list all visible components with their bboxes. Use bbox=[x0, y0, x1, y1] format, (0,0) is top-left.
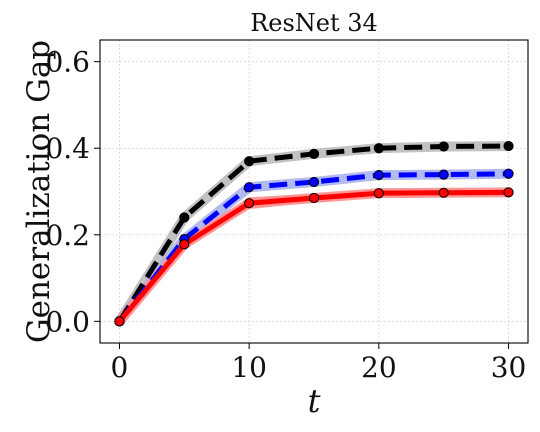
series-0-point bbox=[438, 141, 449, 152]
x-tick-label: 0 bbox=[111, 351, 129, 384]
series-0-point bbox=[503, 140, 514, 152]
x-tick-label: 30 bbox=[491, 351, 527, 384]
series-2-point bbox=[308, 192, 320, 204]
series-2-halo bbox=[114, 187, 514, 327]
series-0-point bbox=[244, 156, 255, 167]
series-2-point bbox=[503, 187, 514, 198]
series-2-point bbox=[114, 316, 125, 327]
axis-ticks: 0 10 20 30 0.0 0.2 0.4 0.6 bbox=[45, 46, 526, 384]
series-markers bbox=[114, 140, 514, 327]
series-1-point bbox=[438, 169, 449, 180]
series-1-point bbox=[503, 168, 514, 179]
plot-area-frame bbox=[99, 39, 529, 344]
series-0-point bbox=[308, 148, 320, 159]
series-2-point bbox=[373, 188, 384, 199]
series-0-point bbox=[373, 143, 384, 154]
y-tick-label: 0.4 bbox=[45, 132, 90, 165]
x-axis-label: t bbox=[308, 382, 321, 420]
series-0-point bbox=[179, 212, 190, 223]
y-tick-label: 0.0 bbox=[45, 305, 90, 338]
error-bands bbox=[114, 141, 514, 327]
x-tick-label: 10 bbox=[231, 351, 267, 384]
series-2-point bbox=[244, 198, 255, 209]
series-1-point bbox=[308, 176, 320, 188]
y-tick-label: 0.2 bbox=[45, 219, 90, 252]
chart-title: ResNet 34 bbox=[250, 9, 378, 37]
y-axis-label: Generalization Gap bbox=[21, 40, 57, 343]
series-2-point bbox=[179, 239, 190, 250]
series-2-point bbox=[438, 187, 449, 198]
series-1-point bbox=[373, 169, 384, 181]
y-tick-label: 0.6 bbox=[45, 46, 90, 79]
series-1-point bbox=[244, 182, 255, 193]
x-tick-label: 20 bbox=[361, 351, 397, 384]
